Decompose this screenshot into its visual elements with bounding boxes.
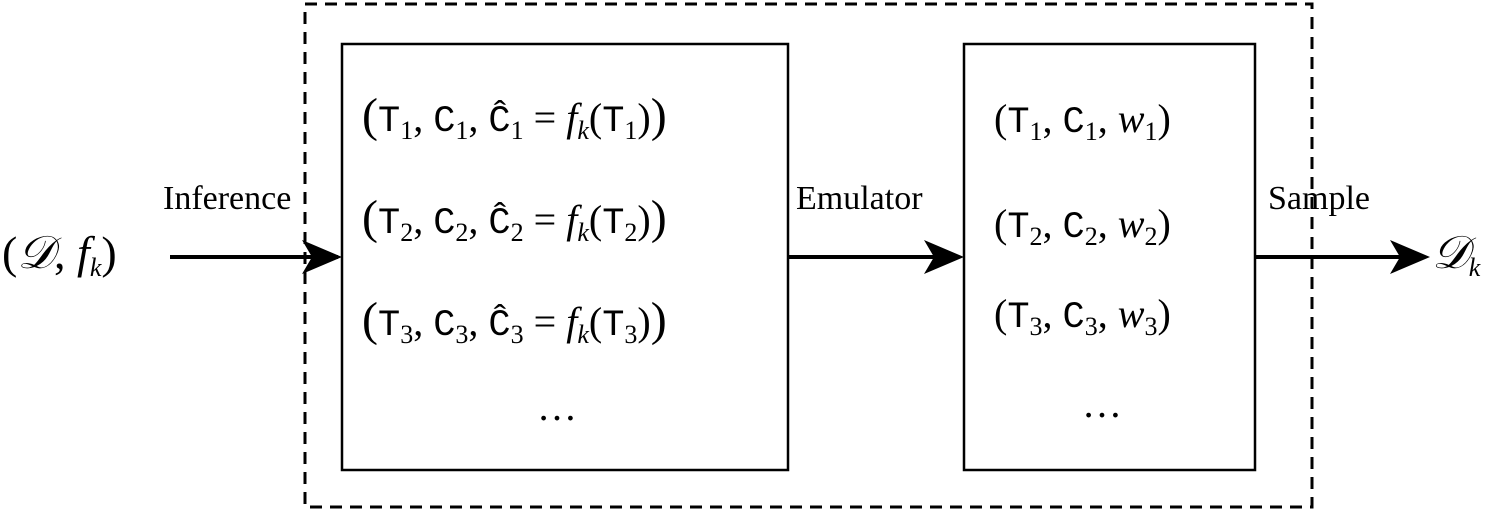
sample-edge-label: Sample: [1268, 180, 1370, 217]
inference-row-2: (T2, C2, Ĉ2 = fk(T2)): [362, 191, 667, 247]
inference-box: [340, 42, 790, 472]
emulator-edge-label: Emulator: [796, 180, 923, 217]
emulator-row-1: (T1, C1, w1): [994, 96, 1171, 146]
output-label: 𝒟k: [1432, 225, 1481, 282]
emulator-row-3: (T3, C3, w3): [994, 291, 1171, 341]
inference-row-1: (T1, C1, Ĉ1 = fk(T1)): [362, 89, 667, 145]
inference-arrow: [170, 240, 342, 274]
inference-ellipsis: …: [537, 384, 577, 429]
emulator-ellipsis: …: [1082, 381, 1122, 426]
emulator-row-2: (T2, C2, w2): [994, 201, 1171, 251]
emulator-box: [962, 42, 1257, 472]
emulator-arrow: [788, 240, 964, 274]
input-label: (𝒟, fk): [2, 225, 117, 282]
inference-edge-label: Inference: [163, 180, 292, 217]
sample-arrow: [1255, 240, 1430, 274]
inference-row-3: (T3, C3, Ĉ3 = fk(T3)): [362, 293, 667, 349]
